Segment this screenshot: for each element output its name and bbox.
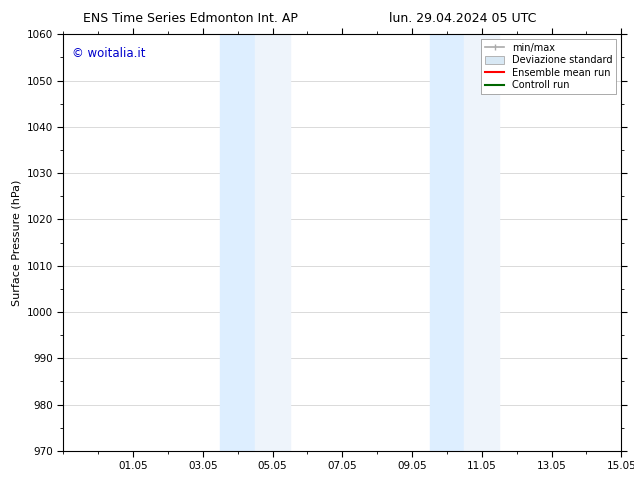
Bar <box>255 34 290 451</box>
Bar <box>221 34 255 451</box>
Y-axis label: Surface Pressure (hPa): Surface Pressure (hPa) <box>11 179 21 306</box>
Legend: min/max, Deviazione standard, Ensemble mean run, Controll run: min/max, Deviazione standard, Ensemble m… <box>481 39 616 94</box>
Text: lun. 29.04.2024 05 UTC: lun. 29.04.2024 05 UTC <box>389 12 536 25</box>
Bar <box>464 34 500 451</box>
Bar <box>429 34 464 451</box>
Text: © woitalia.it: © woitalia.it <box>72 47 145 60</box>
Text: ENS Time Series Edmonton Int. AP: ENS Time Series Edmonton Int. AP <box>83 12 297 25</box>
